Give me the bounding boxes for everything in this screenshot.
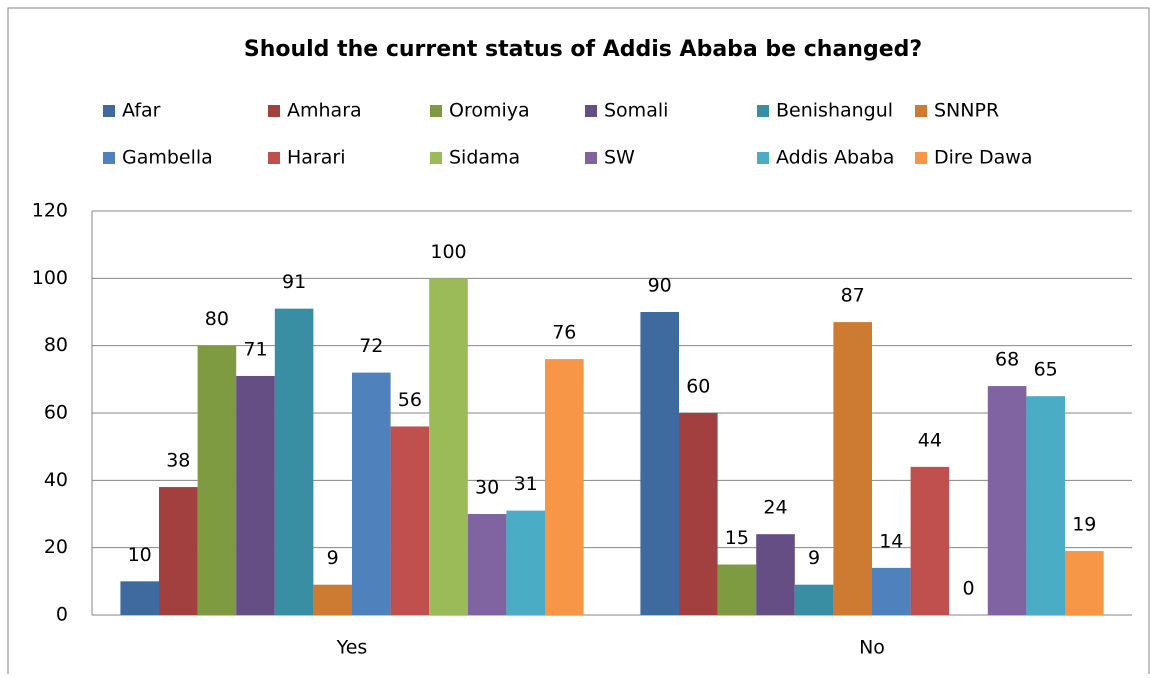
bar — [159, 487, 198, 615]
bar — [794, 584, 834, 615]
y-tick-label: 20 — [44, 536, 68, 558]
legend-swatch — [430, 152, 442, 164]
data-label: 31 — [514, 473, 538, 495]
legend-swatch — [585, 105, 597, 117]
bar — [390, 426, 430, 615]
bar — [987, 386, 1027, 615]
data-label: 14 — [879, 530, 903, 552]
data-label: 72 — [359, 335, 383, 357]
legend-label: Somali — [604, 100, 668, 122]
bar — [910, 466, 950, 615]
legend-label: Sidama — [449, 147, 520, 169]
legend-swatch — [430, 105, 442, 117]
data-label: 56 — [398, 389, 422, 411]
data-label: 44 — [918, 429, 942, 451]
data-label: 60 — [686, 376, 710, 398]
data-label: 9 — [808, 547, 820, 569]
legend-swatch — [103, 105, 115, 117]
legend-swatch — [915, 105, 927, 117]
data-label: 38 — [166, 450, 190, 472]
legend-label: Harari — [287, 147, 345, 169]
legend-swatch — [103, 152, 115, 164]
y-tick-label: 100 — [32, 267, 68, 289]
legend-label: Oromiya — [449, 100, 530, 122]
legend-swatch — [757, 105, 769, 117]
bar — [352, 372, 391, 615]
data-label: 87 — [841, 285, 865, 307]
legend-swatch — [268, 152, 280, 164]
chart-title: Should the current status of Addis Ababa… — [244, 37, 922, 62]
bar — [679, 413, 718, 615]
legend-swatch — [757, 152, 769, 164]
data-label: 90 — [648, 275, 672, 297]
bar — [506, 510, 545, 615]
data-label: 80 — [205, 308, 229, 330]
bar — [640, 312, 679, 615]
bar — [467, 514, 507, 615]
y-tick-label: 40 — [44, 469, 68, 491]
y-tick-label: 0 — [56, 604, 68, 626]
data-label: 76 — [552, 322, 576, 344]
legend-swatch — [268, 105, 280, 117]
legend-label: SNNPR — [934, 100, 999, 122]
legend-swatch — [585, 152, 597, 164]
x-tick-label: No — [859, 637, 885, 659]
bar — [872, 567, 911, 615]
bar — [236, 375, 275, 615]
data-label: 24 — [763, 497, 787, 519]
data-label: 100 — [430, 241, 466, 263]
legend-label: SW — [604, 147, 635, 169]
data-label: 65 — [1034, 359, 1058, 381]
bar — [833, 322, 872, 615]
legend-label: Addis Ababa — [776, 147, 894, 169]
bar — [197, 345, 237, 615]
data-label: 19 — [1072, 514, 1096, 536]
legend-label: Dire Dawa — [934, 147, 1033, 169]
bar — [1065, 551, 1104, 615]
bar — [313, 584, 352, 615]
bar — [120, 581, 159, 615]
legend-label: Gambella — [122, 147, 213, 169]
bar — [429, 278, 468, 615]
legend-label: Benishangul — [776, 100, 893, 122]
data-label: 68 — [995, 349, 1019, 371]
bar — [545, 359, 584, 615]
y-tick-label: 80 — [44, 334, 68, 356]
data-label: 30 — [475, 477, 499, 499]
bar — [274, 308, 314, 615]
x-tick-label: Yes — [336, 637, 368, 659]
bar — [1026, 396, 1065, 615]
y-tick-label: 60 — [44, 402, 68, 424]
legend-label: Afar — [122, 100, 161, 122]
data-label: 10 — [128, 544, 152, 566]
bar — [756, 534, 795, 615]
data-label: 91 — [282, 271, 306, 293]
legend-swatch — [915, 152, 927, 164]
data-label: 71 — [243, 338, 267, 360]
y-tick-label: 120 — [32, 200, 68, 222]
data-label: 15 — [725, 527, 749, 549]
legend-label: Amhara — [287, 100, 362, 122]
data-label: 9 — [327, 547, 339, 569]
data-label: 0 — [962, 578, 974, 600]
bar — [717, 564, 757, 615]
